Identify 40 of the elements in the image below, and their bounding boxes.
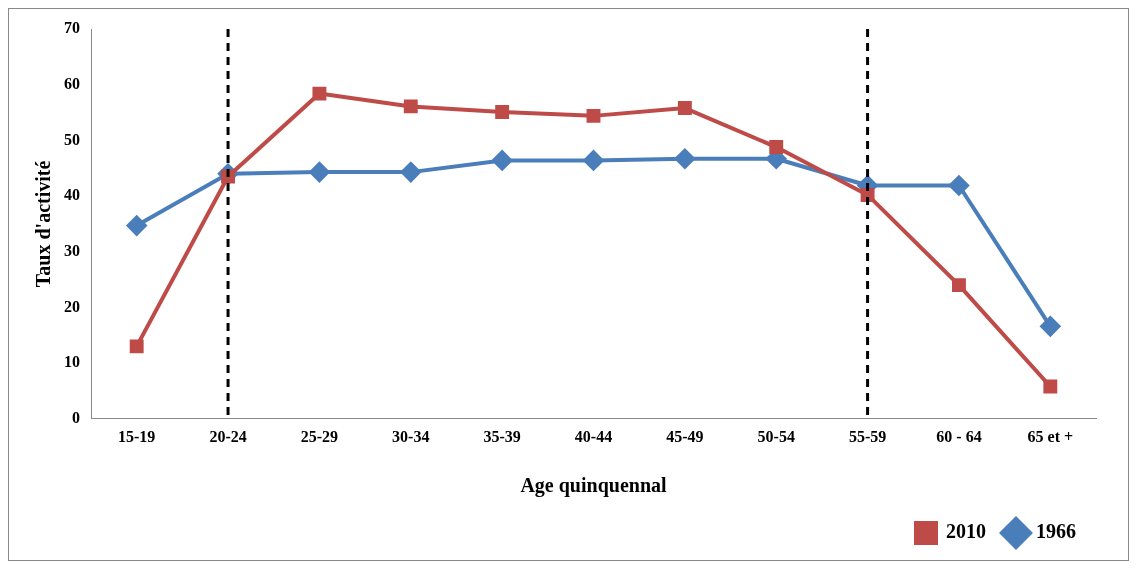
point [403, 99, 418, 114]
x-tick-label: 15-19 [118, 427, 156, 445]
x-tick-label: 20-24 [209, 427, 247, 445]
y-tick-label: 50 [64, 130, 80, 148]
x-axis-title: Age quinquennal [520, 474, 668, 498]
point [1040, 316, 1061, 337]
x-tick-label: 50-54 [757, 427, 795, 445]
point [769, 140, 784, 154]
y-tick-label: 20 [64, 297, 80, 315]
point [309, 162, 330, 183]
x-tick-label: 45-49 [666, 427, 704, 445]
x-tick-label: 65 et + [1027, 427, 1074, 445]
x-tick-label: 35-39 [483, 427, 521, 445]
x-tick-label: 40-44 [574, 427, 613, 445]
point [583, 150, 604, 171]
y-tick-label: 60 [64, 74, 80, 92]
legend-label: 2010 [946, 520, 986, 543]
point [952, 278, 966, 293]
point [312, 86, 327, 101]
x-tick-label: 55-59 [848, 427, 887, 445]
x-tick-label: 25-29 [300, 427, 339, 445]
y-axis-title: Taux d'activité [32, 160, 55, 288]
point [495, 105, 510, 119]
point [1043, 379, 1058, 394]
point [677, 101, 692, 116]
point [674, 148, 695, 169]
legend-label: 1966 [1036, 520, 1076, 543]
x-tick-label: 30-34 [392, 427, 430, 445]
point [400, 162, 421, 183]
y-tick-label: 40 [64, 186, 80, 204]
point [948, 175, 969, 196]
y-tick-label: 0 [72, 408, 80, 426]
y-tick-label: 10 [64, 353, 80, 371]
y-tick-label: 70 [64, 19, 80, 37]
point [492, 150, 513, 171]
y-tick-label: 30 [64, 241, 80, 259]
point [586, 108, 601, 123]
point [126, 215, 147, 236]
point [129, 339, 144, 354]
x-tick-label: 60 - 64 [936, 427, 982, 445]
